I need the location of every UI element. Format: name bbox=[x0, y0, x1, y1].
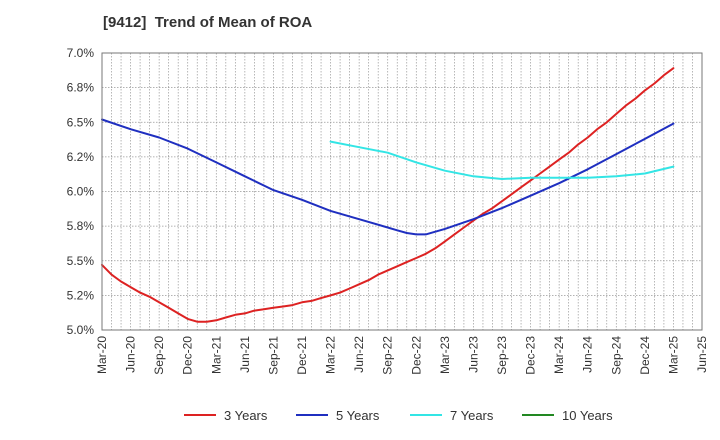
y-tick-label: 5.0% bbox=[67, 323, 95, 337]
legend-label: 3 Years bbox=[224, 408, 268, 423]
x-tick-label: Sep-20 bbox=[152, 336, 166, 375]
x-tick-label: Jun-25 bbox=[695, 336, 709, 373]
x-tick-label: Mar-21 bbox=[209, 336, 223, 374]
x-tick-label: Dec-23 bbox=[524, 336, 538, 375]
x-tick-label: Dec-24 bbox=[638, 336, 652, 375]
legend: 3 Years 5 Years 7 Years 10 Years bbox=[184, 408, 613, 423]
legend-label: 7 Years bbox=[450, 408, 494, 423]
grid-layer bbox=[102, 53, 702, 330]
plot-frame bbox=[101, 52, 703, 331]
y-tick-label: 5.2% bbox=[67, 288, 95, 302]
x-axis-ticks: Mar-20 Jun-20 Sep-20 Dec-20 Mar-21 Jun-21 Sep-… bbox=[95, 336, 709, 375]
y-tick-label: 6.0% bbox=[67, 185, 95, 199]
x-tick-label: Mar-24 bbox=[552, 336, 566, 374]
x-tick-label: Jun-20 bbox=[124, 336, 138, 373]
x-tick-label: Sep-24 bbox=[609, 336, 623, 375]
x-tick-label: Sep-21 bbox=[266, 336, 280, 375]
y-tick-label: 6.5% bbox=[67, 115, 95, 129]
x-tick-label: Jun-21 bbox=[238, 336, 252, 373]
x-tick-label: Mar-20 bbox=[95, 336, 109, 374]
x-tick-label: Dec-20 bbox=[181, 336, 195, 375]
x-tick-label: Jun-22 bbox=[352, 336, 366, 373]
x-tick-label: Jun-23 bbox=[466, 336, 480, 373]
y-tick-label: 6.8% bbox=[67, 81, 95, 95]
x-tick-label: Dec-22 bbox=[409, 336, 423, 375]
x-tick-label: Mar-22 bbox=[324, 336, 338, 374]
x-tick-label: Mar-23 bbox=[438, 336, 452, 374]
y-tick-label: 6.2% bbox=[67, 150, 95, 164]
y-axis-ticks: 5.0% 5.2% 5.5% 5.8% 6.0% 6.2% 6.5% 6.8% 7.0% bbox=[67, 46, 95, 337]
x-tick-label: Mar-25 bbox=[666, 336, 680, 374]
legend-label: 10 Years bbox=[562, 408, 613, 423]
series-line bbox=[329, 140, 675, 180]
x-tick-label: Jun-24 bbox=[581, 336, 595, 373]
series-layer bbox=[101, 67, 675, 323]
x-tick-label: Sep-23 bbox=[495, 336, 509, 375]
chart-title: [9412] Trend of Mean of ROA bbox=[103, 14, 313, 31]
legend-label: 5 Years bbox=[336, 408, 380, 423]
y-tick-label: 5.5% bbox=[67, 254, 95, 268]
x-tick-label: Sep-22 bbox=[381, 336, 395, 375]
y-tick-label: 5.8% bbox=[67, 219, 95, 233]
series-line bbox=[101, 67, 675, 323]
series-line bbox=[101, 118, 675, 236]
y-tick-label: 7.0% bbox=[67, 46, 95, 60]
x-tick-label: Dec-21 bbox=[295, 336, 309, 375]
